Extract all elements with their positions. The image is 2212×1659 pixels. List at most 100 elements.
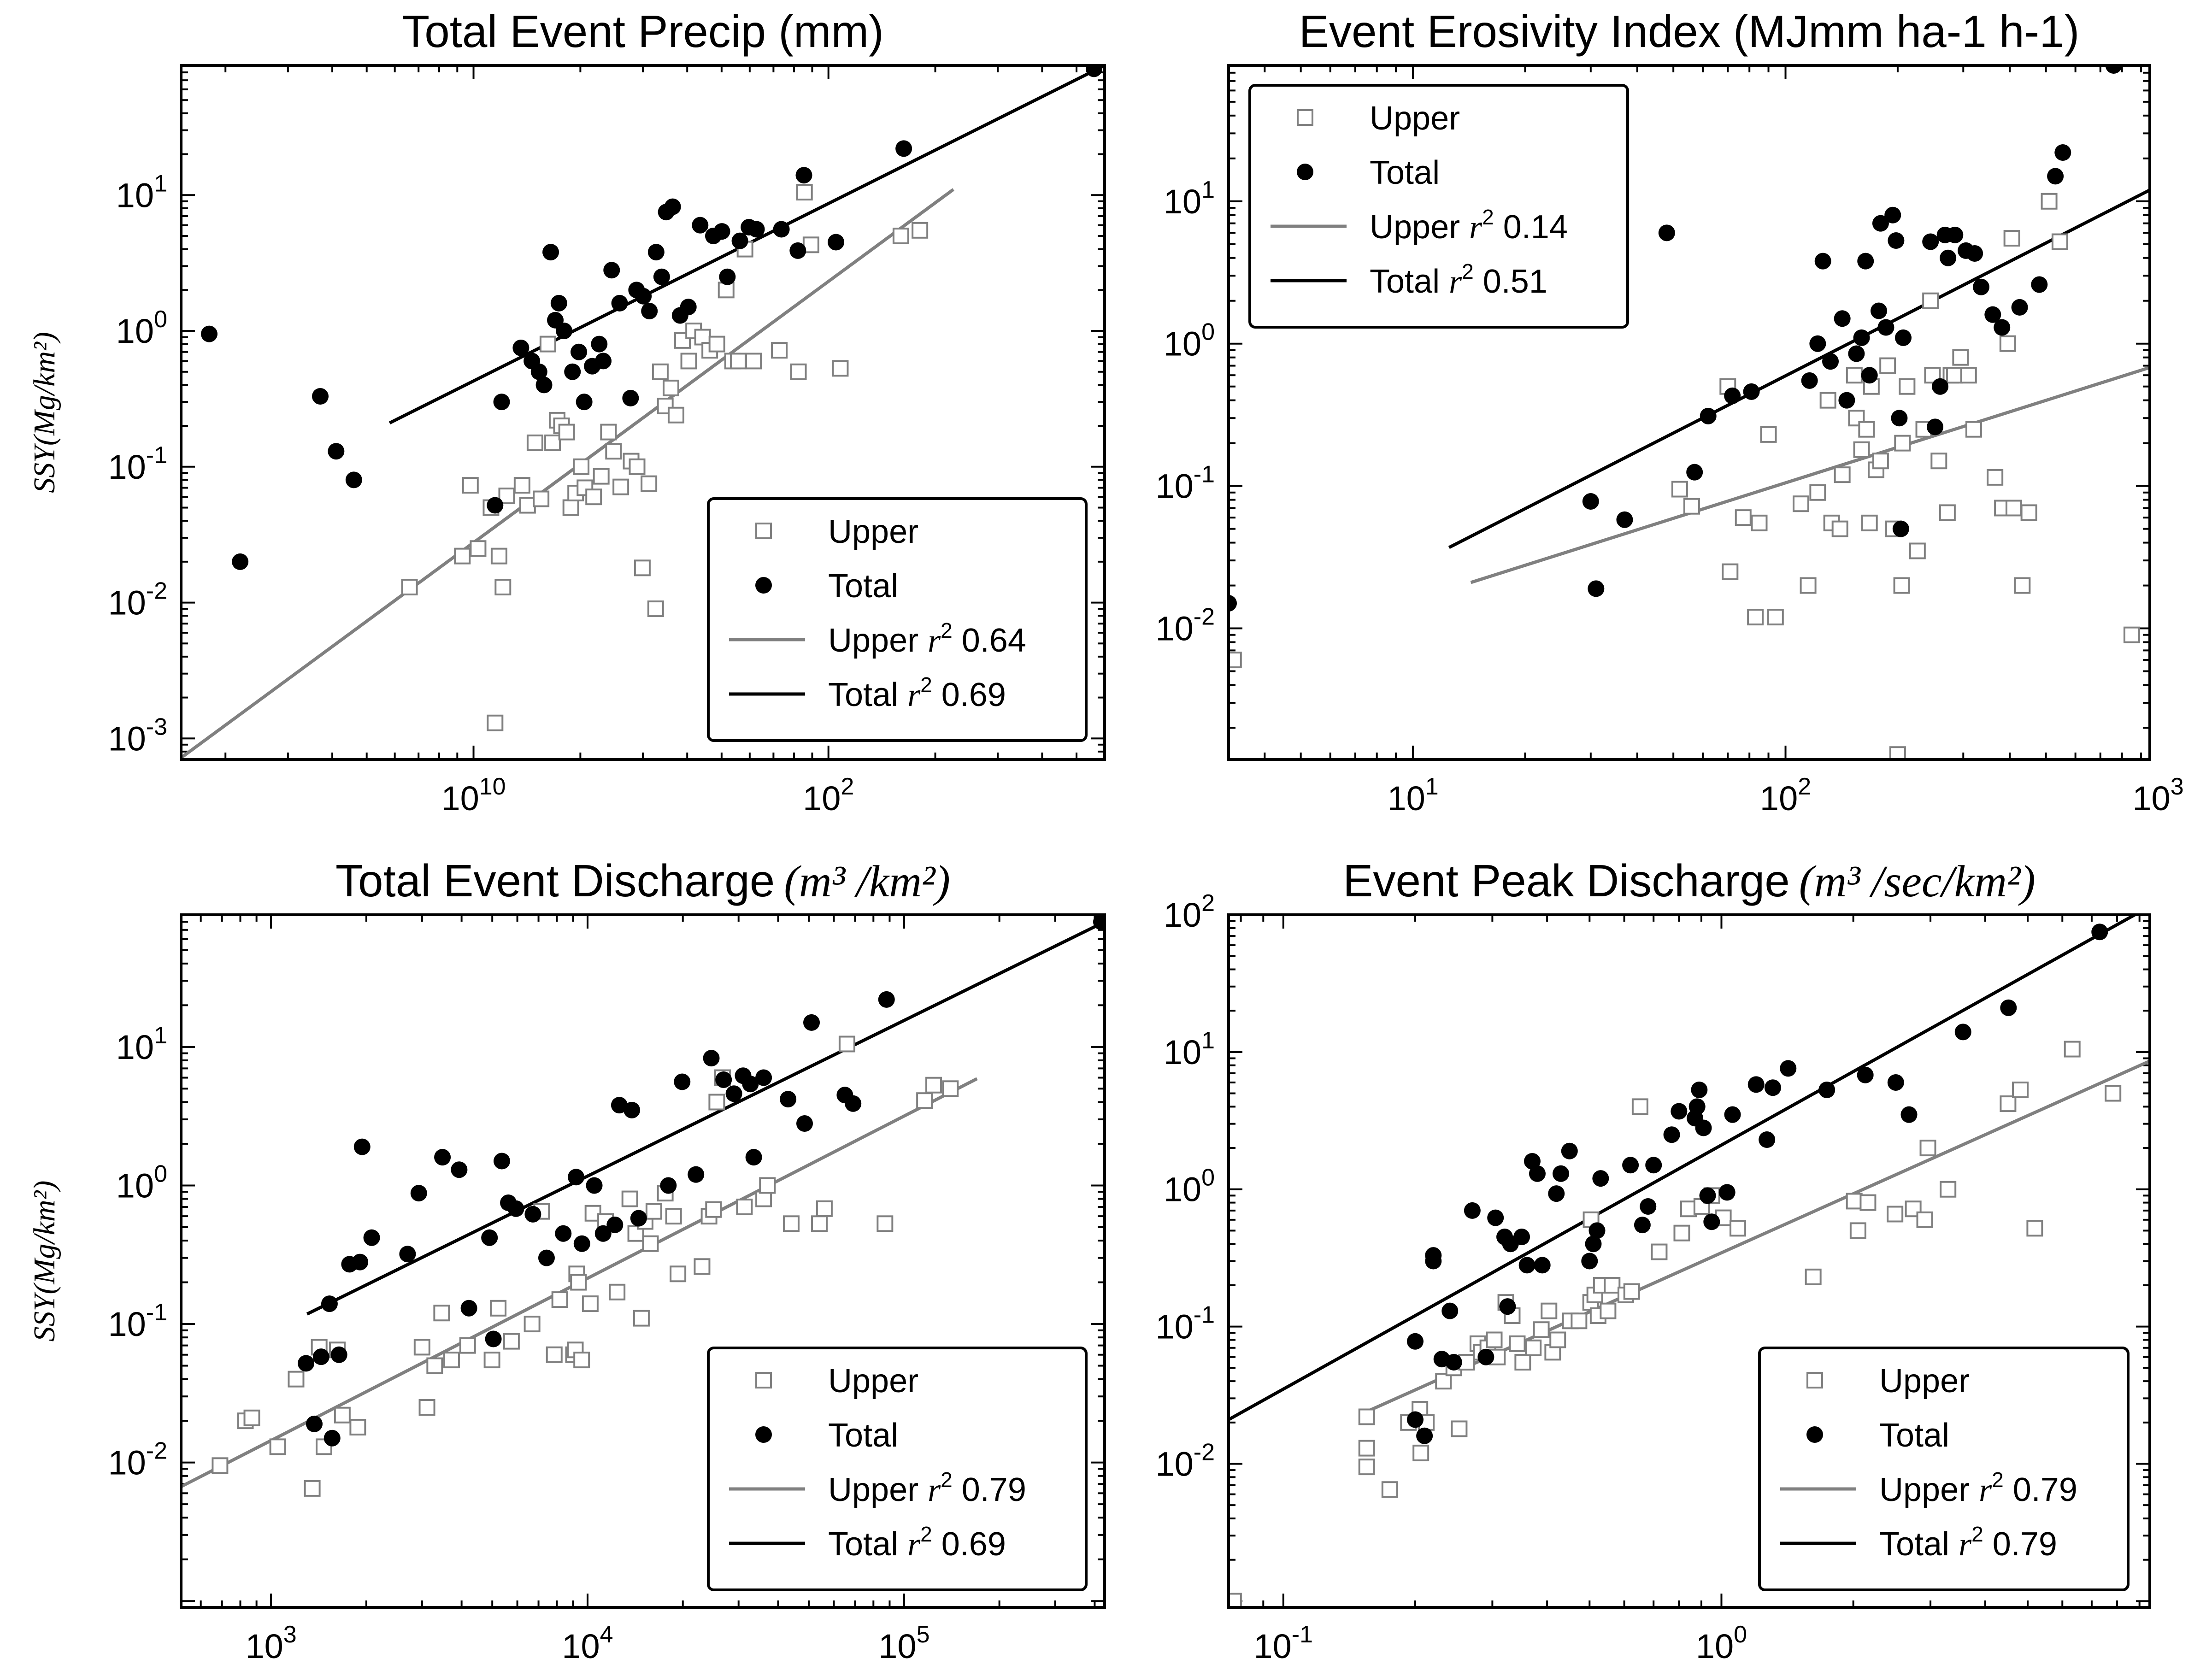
data-point-upper xyxy=(916,1092,933,1109)
data-point-total xyxy=(1780,1060,1797,1077)
data-point-upper xyxy=(558,424,575,441)
data-point-total xyxy=(688,1166,705,1183)
data-point-upper xyxy=(570,1274,587,1291)
data-point-total xyxy=(1932,378,1949,395)
data-point-total xyxy=(1585,1235,1602,1253)
data-point-total xyxy=(1686,464,1703,481)
data-point-upper xyxy=(1919,1140,1936,1157)
x-tick-label: 101 xyxy=(1387,773,1438,818)
data-point-upper xyxy=(1760,426,1777,443)
data-point-upper xyxy=(925,1077,942,1094)
data-point-total xyxy=(1884,206,1901,224)
data-point-upper xyxy=(1735,509,1752,526)
data-point-total xyxy=(1814,253,1831,270)
data-point-total xyxy=(1699,1187,1716,1204)
data-point-upper xyxy=(1909,542,1926,559)
data-point-total xyxy=(1487,1209,1504,1226)
data-point-upper xyxy=(1229,1593,1242,1607)
data-point-total xyxy=(742,1076,759,1093)
legend-marker-upper xyxy=(1297,109,1313,126)
x-tick-exponent: 10 xyxy=(479,773,506,800)
data-point-upper xyxy=(2005,500,2022,517)
data-point-total xyxy=(535,377,553,394)
y-tick-label: 10-2 xyxy=(108,1438,167,1482)
data-point-total xyxy=(1834,310,1851,327)
data-point-upper xyxy=(1671,481,1688,498)
data-point-total xyxy=(353,1138,371,1155)
data-point-upper xyxy=(503,1333,520,1350)
y-tick-label: 101 xyxy=(1164,176,1215,221)
data-point-total xyxy=(803,1014,820,1031)
legend-label: Upper xyxy=(1879,1363,1970,1400)
data-point-upper xyxy=(454,547,471,565)
data-point-upper xyxy=(1800,577,1817,594)
x-tick-label: 102 xyxy=(803,773,854,818)
data-point-total xyxy=(591,335,608,353)
data-point-upper xyxy=(1809,484,1826,501)
data-point-upper xyxy=(1549,1331,1566,1348)
data-point-total xyxy=(1582,493,1599,510)
data-point-total xyxy=(1658,224,1675,241)
data-point-upper xyxy=(642,1235,659,1252)
data-point-total xyxy=(1724,387,1741,404)
data-point-total xyxy=(312,1348,329,1365)
legend-label: Total r2 0.79 xyxy=(1879,1522,2057,1563)
data-point-upper xyxy=(1683,498,1700,515)
data-point-upper xyxy=(680,353,697,370)
y-tick-label: 10-3 xyxy=(108,713,167,758)
data-point-total xyxy=(507,1200,524,1217)
chart-title: Total Event Precip (mm) xyxy=(402,6,884,57)
data-point-total xyxy=(1499,1298,1516,1315)
data-point-total xyxy=(571,343,588,360)
x-tick-label: 105 xyxy=(878,1621,930,1659)
x-tick-label: 10-1 xyxy=(1253,1621,1313,1659)
data-point-total xyxy=(306,1415,323,1432)
data-point-total xyxy=(1872,215,1889,232)
data-point-total xyxy=(1663,1126,1680,1143)
data-point-upper xyxy=(708,1094,725,1111)
data-point-upper xyxy=(288,1371,305,1388)
data-point-total xyxy=(460,1300,477,1317)
data-point-total xyxy=(719,268,736,285)
data-point-upper xyxy=(585,488,602,506)
x-tick-label: 103 xyxy=(245,1621,296,1659)
data-point-upper xyxy=(459,1337,476,1354)
data-point-upper xyxy=(573,1352,590,1369)
data-point-total xyxy=(1887,1074,1904,1091)
chart-title: Event Peak Discharge (m³ /sec/km²) xyxy=(1343,855,2036,906)
data-point-upper xyxy=(665,1208,682,1225)
fit-line xyxy=(306,920,1105,1316)
data-point-total xyxy=(1441,1302,1459,1319)
x-tick-exponent: 1 xyxy=(1425,773,1439,800)
y-tick-exponent: 1 xyxy=(154,170,167,197)
data-point-total xyxy=(1857,1066,1874,1083)
data-point-total xyxy=(1425,1247,1442,1264)
data-point-upper xyxy=(1805,1268,1822,1285)
data-point-upper xyxy=(212,1457,229,1474)
data-point-upper xyxy=(694,1258,711,1275)
data-point-upper xyxy=(1358,1440,1375,1457)
legend-label: Upper xyxy=(828,1363,918,1400)
data-point-upper xyxy=(705,1201,722,1218)
data-point-upper xyxy=(796,184,813,201)
data-point-total xyxy=(481,1229,498,1246)
data-point-total xyxy=(1634,1217,1651,1234)
data-point-total xyxy=(1688,1098,1706,1115)
data-point-total xyxy=(1927,418,1944,435)
legend: Upper Total Upper r2 0.14 Total r2 0.51 xyxy=(1248,84,1629,329)
data-point-upper xyxy=(1893,577,1910,594)
data-point-upper xyxy=(759,1177,776,1194)
data-point-total xyxy=(1093,915,1105,930)
data-point-total xyxy=(1994,319,2011,336)
x-tick-label: 103 xyxy=(2132,773,2183,818)
data-point-total xyxy=(845,1095,862,1112)
data-point-upper xyxy=(782,1215,800,1232)
data-point-upper xyxy=(1793,495,1810,512)
data-point-upper xyxy=(1960,367,1977,384)
data-point-upper xyxy=(533,490,550,507)
data-point-total xyxy=(715,1071,732,1088)
data-point-total xyxy=(1900,1106,1918,1123)
data-point-upper xyxy=(1924,367,1941,384)
legend: Upper Total Upper r2 0.79 Total r2 0.69 xyxy=(707,1347,1088,1591)
data-point-upper xyxy=(634,559,651,577)
